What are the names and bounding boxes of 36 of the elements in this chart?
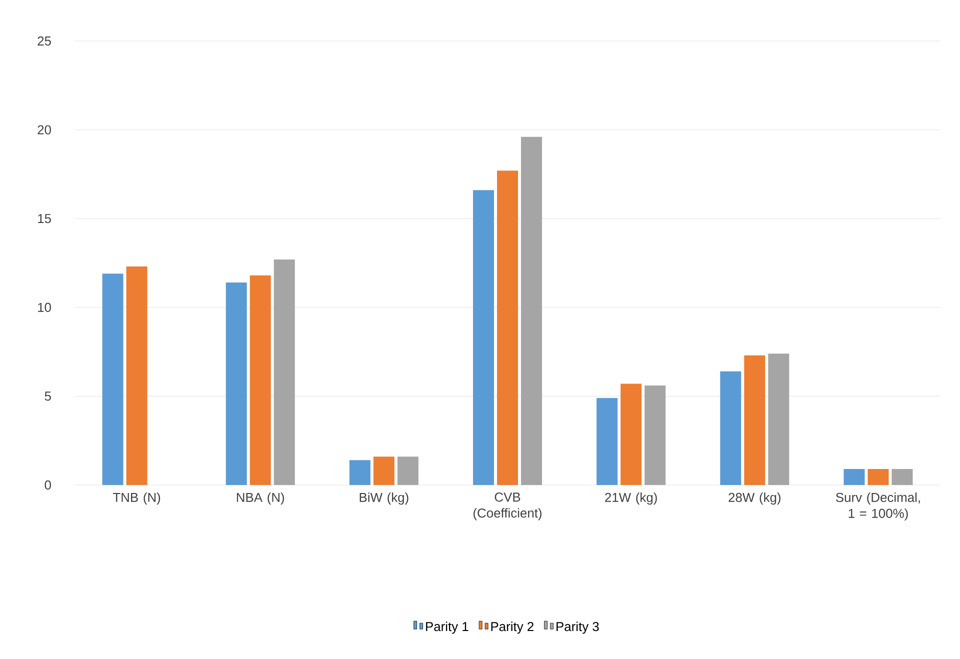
bar xyxy=(868,469,889,485)
bar xyxy=(126,266,148,485)
y-tick-label: 5 xyxy=(44,392,51,401)
legend-label: Parity 2 xyxy=(491,622,534,634)
bar xyxy=(497,170,518,485)
bar xyxy=(620,384,642,485)
x-tick-label: NBA (N) xyxy=(236,492,284,505)
bar xyxy=(397,456,418,485)
bar xyxy=(844,469,865,485)
bar xyxy=(744,355,766,485)
bar xyxy=(250,275,271,485)
bar xyxy=(892,469,913,485)
bar xyxy=(768,354,790,485)
x-tick-label: 21W (kg) xyxy=(605,492,657,505)
x-tick-label: Surv (Decimal, 1 = 100%) xyxy=(836,492,920,521)
y-tick-label: 0 xyxy=(44,480,51,490)
bar xyxy=(596,398,618,485)
x-tick-label: CVB (Coefficient) xyxy=(474,492,542,520)
bar xyxy=(473,190,494,485)
legend-label: Parity 1 xyxy=(426,622,468,634)
bar xyxy=(349,460,370,485)
bar xyxy=(373,456,394,485)
bar xyxy=(720,371,742,485)
bar xyxy=(226,282,247,485)
bar xyxy=(274,259,295,485)
bar xyxy=(644,386,666,485)
y-tick-label: 20 xyxy=(38,125,51,134)
y-tick-label: 15 xyxy=(38,214,51,224)
bar xyxy=(521,136,542,485)
x-tick-label: BiW (kg) xyxy=(360,492,408,505)
bar xyxy=(102,274,124,485)
y-tick-label: 25 xyxy=(38,36,51,46)
legend-label: Parity 3 xyxy=(556,622,599,634)
y-tick-label: 10 xyxy=(38,302,51,312)
x-tick-label: 28W (kg) xyxy=(728,492,780,505)
x-tick-label: TNB (N) xyxy=(112,492,160,505)
